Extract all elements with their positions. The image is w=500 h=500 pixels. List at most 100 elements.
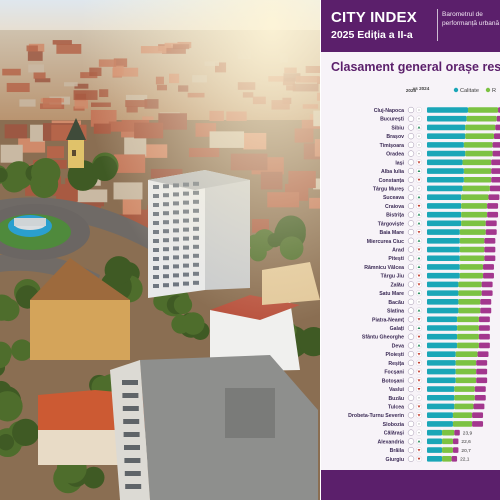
bar-segment — [487, 211, 499, 218]
trend-down-icon — [415, 228, 423, 236]
city-label: Miercurea Ciuc — [367, 239, 404, 245]
bar-segment — [427, 299, 459, 305]
bar-segment — [427, 124, 466, 131]
city-index-panel: CITY INDEX 2025 Ediția a II-a Barometrul… — [321, 0, 500, 500]
legend-swatch — [453, 87, 459, 93]
city-label: Deva — [392, 343, 405, 349]
bar-segment — [452, 412, 473, 418]
city-label: Pitești — [388, 256, 404, 262]
rank-badge — [407, 202, 415, 210]
brand-edition: 2025 Ediția a II-a — [331, 29, 413, 41]
rank-badge — [407, 455, 415, 462]
city-label: Slatina — [387, 309, 404, 315]
total-value-label: 20,7 — [461, 448, 471, 454]
trend-up-icon — [415, 324, 423, 332]
rank-badge — [407, 106, 415, 114]
trend-up-icon — [415, 255, 423, 262]
bar-segment — [487, 203, 499, 209]
rank-badge — [407, 429, 415, 436]
city-label: Râmnicu Vâlcea — [364, 265, 404, 271]
bar-segment — [427, 429, 443, 436]
city-label: București — [380, 117, 404, 123]
rank-badge — [407, 255, 415, 262]
bar-segment — [485, 220, 497, 227]
bar-segment — [458, 290, 482, 296]
city-label: Giurgiu — [386, 457, 404, 463]
bar-segment — [427, 211, 462, 218]
legend-label: R — [492, 88, 496, 94]
bar-segment — [427, 307, 459, 314]
rank-badge — [407, 185, 415, 192]
trend-down-icon — [415, 246, 423, 253]
bar-segment — [427, 281, 459, 288]
trend-up-icon — [415, 307, 423, 314]
city-label: Bistrița — [386, 213, 404, 219]
column-header-2025: 2025 — [406, 88, 417, 93]
total-value-label: 22,6 — [461, 439, 471, 445]
bar-segment — [427, 255, 460, 262]
trend-same-icon — [415, 141, 423, 148]
city-photo — [0, 0, 320, 500]
trend-down-icon — [415, 359, 423, 366]
brand-title: CITY INDEX — [331, 9, 417, 26]
bar-segment — [480, 299, 492, 305]
trend-up-icon — [415, 220, 423, 227]
bar-segment — [427, 456, 443, 462]
city-label: Târgoviște — [378, 221, 404, 227]
rank-badge — [407, 394, 415, 401]
trend-down-icon — [415, 377, 423, 384]
rank-badge — [407, 115, 415, 122]
bar-segment — [454, 429, 460, 436]
bar-segment — [462, 185, 490, 192]
bar-segment — [459, 238, 485, 244]
city-label: Satu Mare — [379, 291, 404, 297]
bar-segment — [472, 421, 484, 427]
city-label: Baia Mare — [379, 230, 404, 236]
panel-header: CITY INDEX 2025 Ediția a II-a Barometrul… — [321, 0, 500, 52]
rank-badge — [407, 324, 415, 332]
bar-segment — [427, 272, 460, 279]
rank-badge — [407, 342, 415, 349]
trend-same-icon — [415, 106, 423, 114]
city-label: Iași — [395, 160, 404, 166]
bar-segment — [427, 150, 466, 157]
bar-segment — [459, 246, 485, 253]
rank-badge — [407, 412, 415, 419]
city-label: Craiova — [385, 204, 404, 210]
total-value-label: 22,1 — [460, 457, 470, 463]
bar-segment — [427, 368, 456, 375]
city-label: Vaslui — [389, 387, 405, 393]
trend-down-icon — [415, 159, 423, 166]
rank-badge — [407, 307, 415, 314]
bar-segment — [465, 150, 493, 157]
trend-up-icon — [415, 237, 423, 244]
bar-segment — [452, 421, 473, 427]
bar-segment — [478, 333, 490, 340]
rank-badge — [407, 316, 415, 323]
bar-segment — [427, 238, 460, 244]
city-label: Zalău — [390, 282, 404, 288]
bar-segment — [427, 438, 443, 445]
city-label: Constanța — [379, 178, 404, 184]
rank-badge — [407, 403, 415, 410]
rank-badge — [407, 220, 415, 227]
bar-segment — [461, 211, 488, 218]
city-label: Alexandria — [377, 439, 404, 445]
bar-segment — [427, 168, 464, 174]
rank-badge — [407, 246, 415, 253]
bar-segment — [442, 429, 455, 436]
bar-segment — [451, 456, 458, 462]
trend-down-icon — [415, 368, 423, 375]
bar-segment — [457, 325, 479, 331]
trend-same-icon — [415, 420, 423, 428]
bar-segment — [427, 107, 468, 113]
rank-badge — [407, 176, 415, 183]
bar-segment — [478, 342, 490, 349]
bar-segment — [427, 403, 455, 410]
bar-segment — [461, 203, 488, 209]
bar-segment — [474, 386, 486, 392]
trend-up-icon — [415, 438, 423, 445]
rank-badge — [407, 420, 415, 428]
rank-badge — [407, 368, 415, 375]
